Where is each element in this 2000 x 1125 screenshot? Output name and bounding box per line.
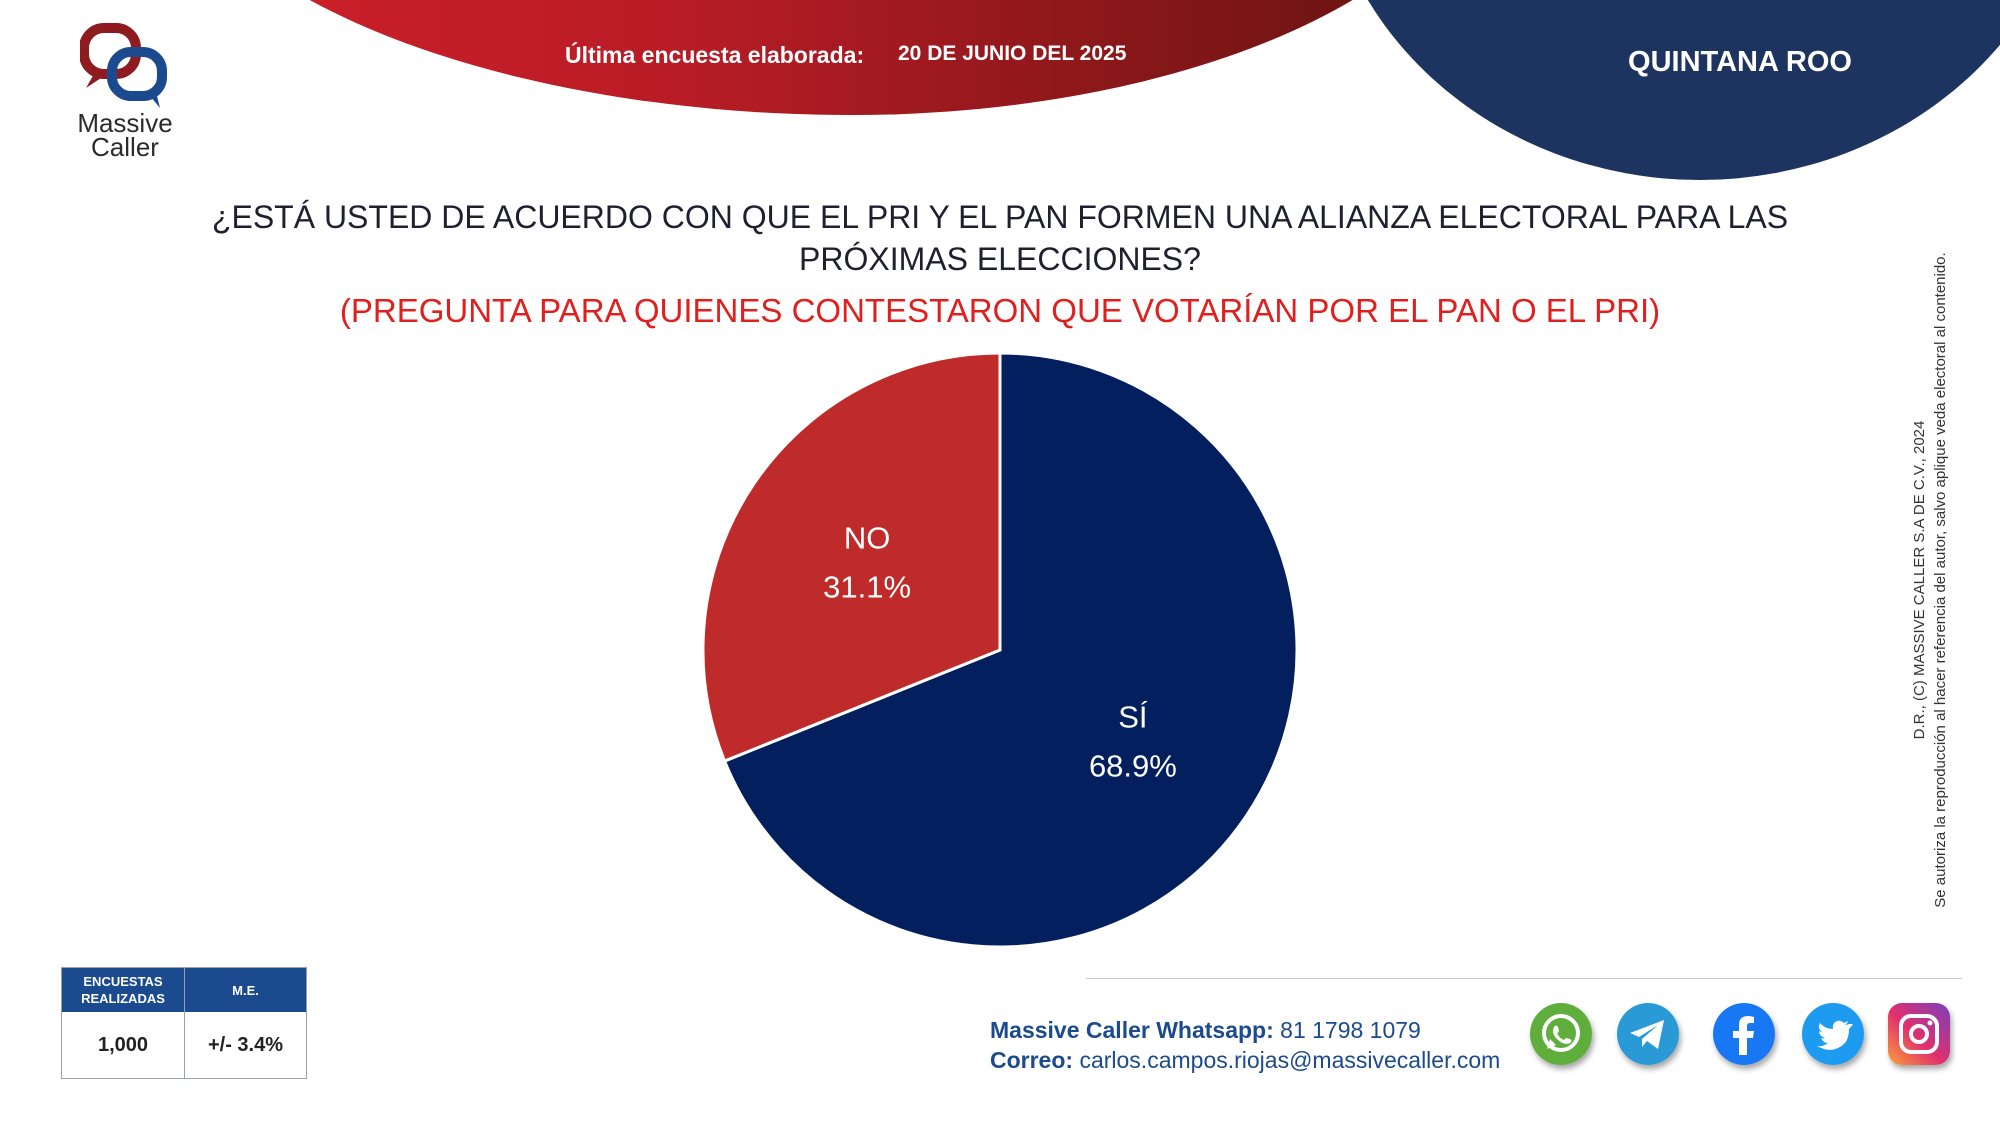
- stats-value-margin: +/- 3.4%: [207, 1033, 284, 1056]
- question-title: ¿ESTÁ USTED DE ACUERDO CON QUE EL PRI Y …: [211, 199, 1789, 277]
- pie-slice-si: [722, 351, 1299, 949]
- slice-label-no: NO: [844, 520, 891, 555]
- region-title: QUINTANA ROO: [1628, 46, 1852, 78]
- contact-info: Massive Caller Whatsapp: 81 1798 1079 Co…: [990, 1015, 1500, 1075]
- question-subtitle: (PREGUNTA PARA QUIENES CONTESTARON QUE V…: [339, 292, 1661, 329]
- survey-stats-table: ENCUESTAS REALIZADAS M.E. 1,000 +/- 3.4%: [61, 967, 307, 1079]
- twitter-icon[interactable]: [1802, 1003, 1864, 1065]
- logo-brand-line1: Massive: [77, 108, 173, 138]
- email-address[interactable]: carlos.campos.riojas@massivecaller.com: [1079, 1047, 1501, 1073]
- copyright-line1: D.R., (C) MASSIVE CALLER S.A DE C.V., 20…: [1911, 420, 1928, 740]
- massive-caller-logo: Massive Caller: [60, 16, 190, 160]
- chat-bubbles-logo-icon: [80, 23, 167, 108]
- email-label: Correo:: [990, 1047, 1074, 1073]
- survey-date-label: Última encuesta elaborada:: [565, 42, 865, 68]
- header-blue-banner: [1320, 0, 2000, 180]
- whatsapp-label: Massive Caller Whatsapp:: [990, 1017, 1274, 1043]
- logo-brand-line2: Caller: [91, 132, 159, 162]
- instagram-icon[interactable]: [1888, 1003, 1950, 1065]
- stats-divider: [184, 968, 185, 1078]
- telegram-icon[interactable]: [1617, 1003, 1679, 1065]
- copyright-line2: Se autoriza la reproducción al hacer ref…: [1932, 252, 1949, 908]
- slice-value-si: 68.9%: [1089, 749, 1177, 784]
- stats-value-surveys: 1,000: [97, 1033, 149, 1056]
- facebook-icon[interactable]: [1713, 1003, 1775, 1065]
- email-contact: Correo: carlos.campos.riojas@massivecall…: [990, 1045, 1500, 1075]
- slice-value-no: 31.1%: [823, 569, 911, 604]
- footer-divider: [1086, 978, 1962, 979]
- whatsapp-contact: Massive Caller Whatsapp: 81 1798 1079: [990, 1015, 1500, 1045]
- survey-date-value: 20 DE JUNIO DEL 2025: [898, 42, 1127, 65]
- stats-header-surveys: ENCUESTAS REALIZADAS: [62, 968, 184, 1012]
- whatsapp-number[interactable]: 81 1798 1079: [1280, 1017, 1421, 1043]
- whatsapp-icon[interactable]: [1530, 1003, 1592, 1065]
- slice-label-si: SÍ: [1118, 700, 1148, 735]
- copyright-notice: D.R., (C) MASSIVE CALLER S.A DE C.V., 20…: [1909, 252, 1951, 907]
- pie-slice-no: [701, 351, 1002, 764]
- stats-header-margin: M.E.: [185, 968, 306, 1012]
